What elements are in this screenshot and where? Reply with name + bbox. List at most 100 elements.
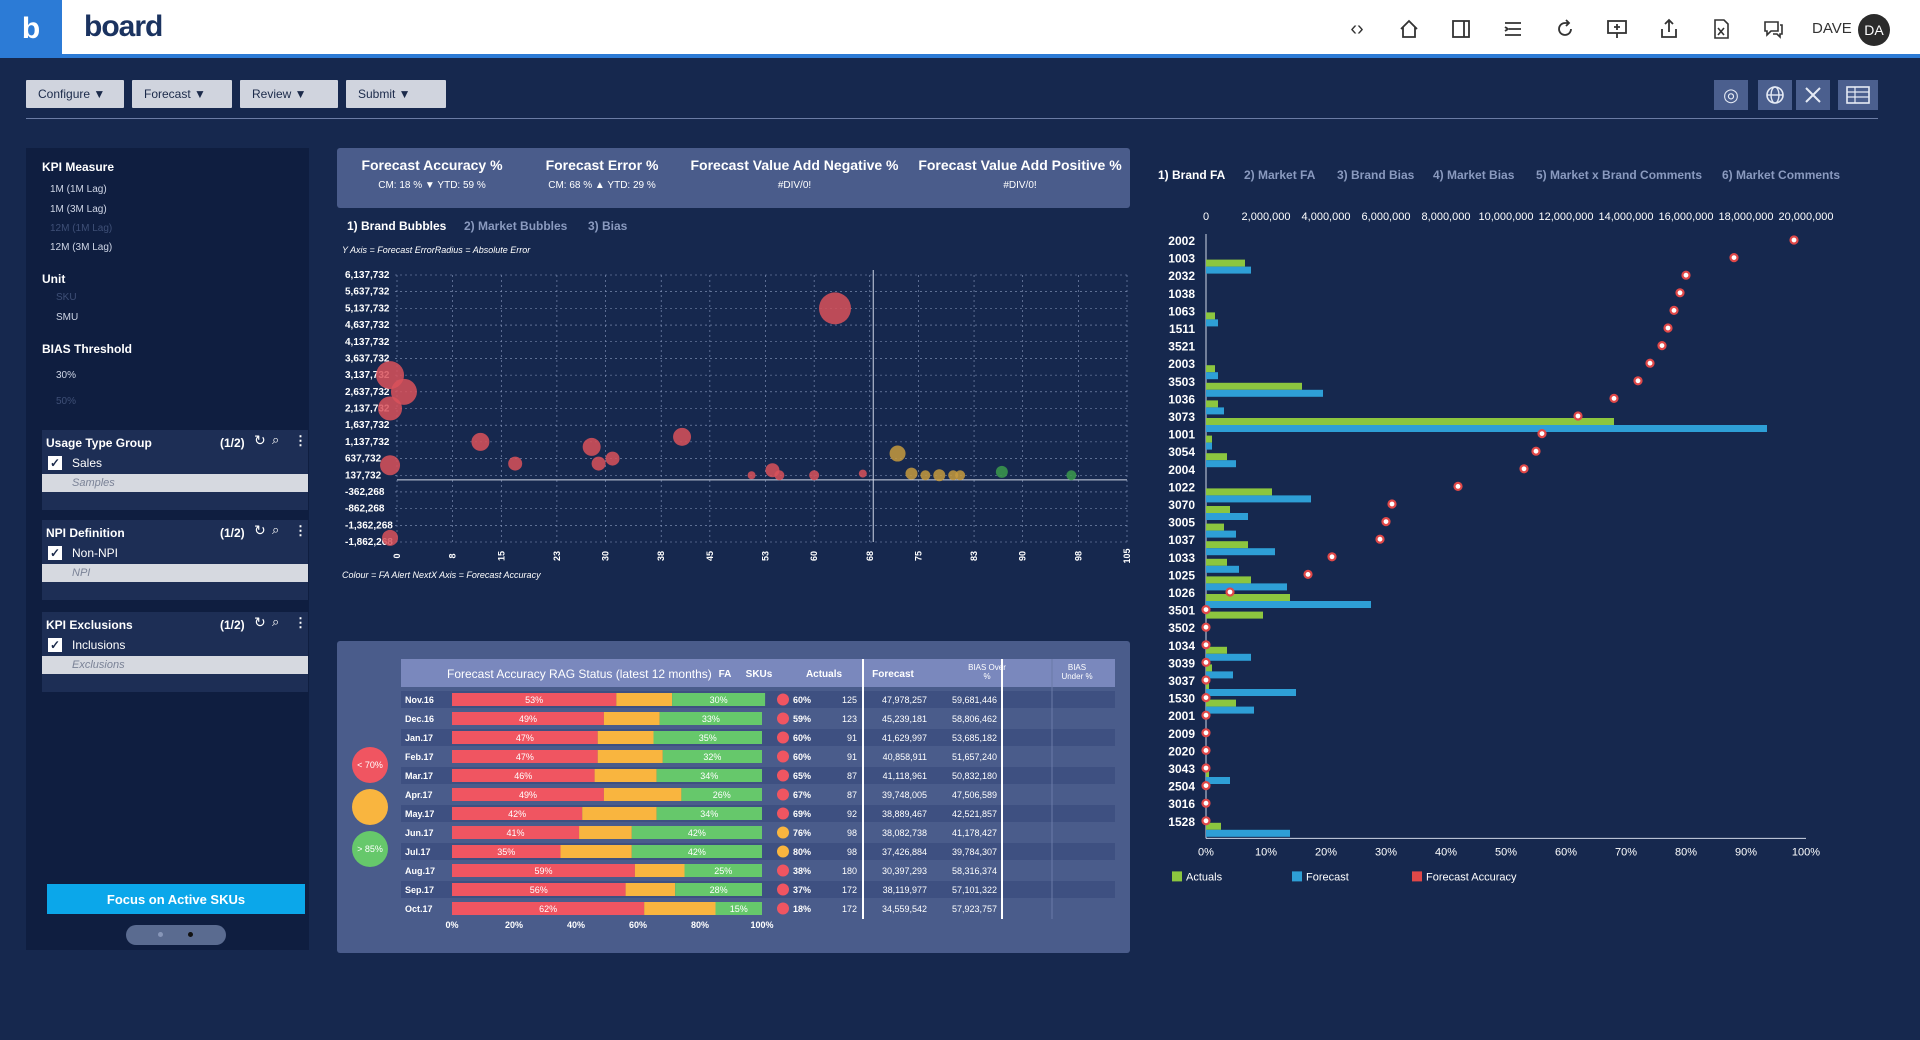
brand-forecast-bar: [1206, 565, 1239, 573]
brand-label: 2009: [1168, 727, 1195, 741]
rag-status-dot: [777, 807, 789, 820]
reset-icon[interactable]: ↻: [254, 522, 266, 538]
search-icon[interactable]: ⌕: [272, 432, 280, 447]
rag-skus: 87: [847, 790, 857, 800]
rag-bar-green: [715, 902, 762, 915]
legend-green-circle: [352, 831, 388, 867]
search-icon[interactable]: ⌕: [272, 522, 280, 537]
list-icon[interactable]: [1500, 16, 1526, 42]
globe-icon[interactable]: [1758, 80, 1792, 110]
share-icon[interactable]: [1656, 16, 1682, 42]
tab-market-fa[interactable]: 2) Market FA: [1244, 168, 1316, 182]
scatter-y-tick: 2,637,732: [345, 387, 390, 398]
target-icon[interactable]: ◎: [1714, 80, 1748, 110]
pager-dot[interactable]: [158, 932, 163, 937]
code-icon[interactable]: ‹›: [1350, 17, 1364, 40]
rag-month: Apr.17: [405, 790, 433, 800]
scatter-y-tick: 1,637,732: [345, 420, 390, 431]
rag-bar-amber: [634, 864, 685, 877]
scatter-y-tick: 137,732: [345, 470, 382, 481]
tab-bias[interactable]: 3) Bias: [588, 219, 628, 233]
submit-menu-button[interactable]: Submit ▼: [346, 80, 446, 108]
checkbox-icon[interactable]: ✓: [48, 638, 62, 652]
configure-menu-button[interactable]: Configure ▼: [26, 80, 124, 108]
rag-fa: 38%: [793, 866, 811, 876]
kpi-option[interactable]: 1M (3M Lag): [50, 204, 107, 215]
rag-actuals: 34,559,542: [882, 904, 927, 914]
brand-accuracy-point: [1633, 376, 1643, 386]
brand-actuals-bar: [1206, 365, 1215, 373]
unit-option[interactable]: SMU: [56, 312, 79, 323]
brand-label: 3016: [1168, 797, 1195, 811]
tab-market-bias[interactable]: 4) Market Bias: [1433, 168, 1515, 182]
tab-market-bubbles[interactable]: 2) Market Bubbles: [464, 219, 568, 233]
tab-market-comments[interactable]: 6) Market Comments: [1722, 168, 1841, 182]
brand-bottom-tick: 30%: [1375, 846, 1397, 858]
brand-label: 1530: [1168, 692, 1195, 706]
comments-icon[interactable]: [1760, 16, 1786, 42]
checkbox-icon[interactable]: ✓: [48, 456, 62, 470]
brand-accuracy-point: [1201, 640, 1211, 650]
rag-skus: 172: [842, 885, 857, 895]
tab-brand-bias[interactable]: 3) Brand Bias: [1337, 168, 1415, 182]
reset-icon[interactable]: ↻: [254, 614, 266, 630]
tab-brand-fa[interactable]: 1) Brand FA: [1158, 168, 1226, 182]
presentation-icon[interactable]: [1604, 16, 1630, 42]
kpi-option[interactable]: 1M (1M Lag): [50, 184, 107, 195]
rag-x-tick: 100%: [750, 920, 773, 930]
panel-icon[interactable]: [1448, 16, 1474, 42]
pager[interactable]: [126, 925, 226, 945]
kpi-option[interactable]: 12M (3M Lag): [50, 242, 113, 253]
brand-accuracy-point: [1201, 693, 1211, 703]
forecast-menu-button[interactable]: Forecast ▼: [132, 80, 232, 108]
unit-option[interactable]: SKU: [56, 292, 77, 303]
scatter-bubble: [380, 455, 401, 476]
focus-active-skus-button[interactable]: Focus on Active SKUs: [47, 884, 305, 914]
brand-actuals-bar: [1206, 541, 1248, 549]
home-icon[interactable]: [1396, 16, 1422, 42]
rag-bar-amber: [582, 807, 657, 820]
reset-icon[interactable]: ↻: [254, 432, 266, 448]
bias-option[interactable]: 50%: [56, 396, 77, 407]
scatter-bubble: [605, 451, 620, 466]
review-menu-button[interactable]: Review ▼: [240, 80, 338, 108]
app-logo[interactable]: b: [0, 0, 62, 58]
brand-accuracy-point: [1201, 780, 1211, 791]
tools-icon[interactable]: [1796, 80, 1830, 110]
tab-market-brand-comments[interactable]: 5) Market x Brand Comments: [1536, 168, 1703, 182]
excel-icon[interactable]: [1708, 16, 1734, 42]
brand-label: 1001: [1168, 428, 1195, 442]
brand-top-tick: 8,000,000: [1422, 211, 1471, 223]
usage-type-selected[interactable]: Sales: [72, 456, 103, 470]
npi-selected[interactable]: Non-NPI: [72, 546, 119, 560]
rag-title: Forecast Accuracy RAG Status (latest 12 …: [447, 667, 712, 681]
brand-accuracy-point: [1681, 270, 1691, 280]
refresh-icon[interactable]: [1552, 16, 1578, 42]
kpi-exclusions-selected[interactable]: Inclusions: [72, 638, 126, 652]
npi-option[interactable]: NPI: [42, 564, 308, 582]
scatter-y-tick: 5,637,732: [345, 287, 390, 298]
pager-dot-active[interactable]: [188, 932, 193, 937]
user-name: DAVE: [1812, 20, 1852, 37]
kpi-exclusions-option[interactable]: Exclusions: [42, 656, 308, 674]
rag-status-dot: [777, 826, 789, 839]
tab-brand-bubbles[interactable]: 1) Brand Bubbles: [347, 219, 447, 233]
rag-bar-green: [681, 788, 762, 801]
checkbox-icon[interactable]: ✓: [48, 546, 62, 560]
kpi-option[interactable]: 12M (1M Lag): [50, 223, 113, 234]
rag-bar-red: [452, 902, 645, 915]
legend-amber-circle: [352, 789, 388, 825]
avatar[interactable]: DA: [1858, 14, 1890, 46]
rag-actuals: 39,748,005: [882, 790, 927, 800]
more-icon[interactable]: ⋮: [294, 615, 307, 630]
more-icon[interactable]: ⋮: [294, 523, 307, 538]
search-icon[interactable]: ⌕: [272, 614, 280, 629]
rag-x-tick: 60%: [629, 920, 647, 930]
more-icon[interactable]: ⋮: [294, 433, 307, 448]
table-icon[interactable]: [1838, 80, 1878, 110]
brand-bottom-tick: 100%: [1792, 846, 1820, 858]
bias-option[interactable]: 30%: [56, 370, 77, 381]
usage-type-option[interactable]: Samples: [42, 474, 308, 492]
rag-bar-label: 56%: [530, 885, 548, 895]
rag-bar-label: 33%: [702, 714, 720, 724]
